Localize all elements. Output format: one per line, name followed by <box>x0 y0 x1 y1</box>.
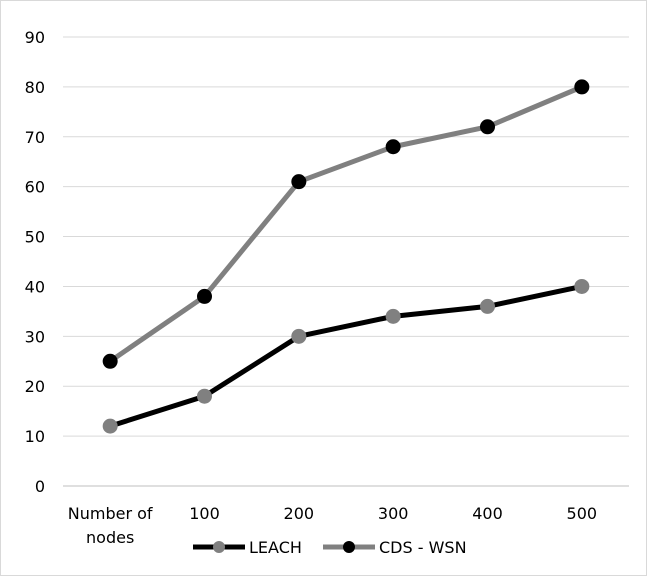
x-tick-label: 500 <box>567 504 598 523</box>
y-tick-label: 90 <box>25 28 45 47</box>
gridlines <box>63 36 629 487</box>
x-tick-label: 300 <box>378 504 409 523</box>
data-point-0-5 <box>574 278 590 294</box>
legend-label: CDS - WSN <box>379 538 467 557</box>
y-tick-label: 30 <box>25 327 45 346</box>
data-point-1-5 <box>574 79 590 95</box>
data-point-0-1 <box>197 388 212 404</box>
y-tick-label: 80 <box>25 78 45 97</box>
legend-swatch-marker <box>343 541 355 553</box>
legend-label: LEACH <box>249 538 302 557</box>
x-tick-label: Number of nodes <box>68 504 153 547</box>
series-line-0 <box>109 283 583 429</box>
y-tick-label: 10 <box>25 427 45 446</box>
y-tick-label: 20 <box>25 377 45 396</box>
data-point-1-4 <box>480 119 495 135</box>
data-point-1-1 <box>197 288 212 304</box>
data-point-0-0 <box>102 418 118 434</box>
y-tick-label: 70 <box>25 128 45 147</box>
legend-swatch-marker <box>213 541 225 553</box>
data-point-1-2 <box>291 174 307 190</box>
y-tick-label: 60 <box>25 178 45 197</box>
data-point-1-3 <box>385 139 401 155</box>
y-tick-label: 40 <box>25 277 45 296</box>
legend: LEACH CDS - WSN <box>193 538 467 557</box>
data-point-1-0 <box>102 353 118 369</box>
series-line-1 <box>108 84 583 364</box>
x-axis-ticks: Number of nodes 100 200 300 400 500 <box>68 504 597 547</box>
x-tick-label: 200 <box>284 504 315 523</box>
x-tick-label: 100 <box>189 504 220 523</box>
y-tick-label: 0 <box>35 477 45 496</box>
x-tick-label: 400 <box>472 504 503 523</box>
data-point-0-2 <box>291 328 307 344</box>
data-point-0-3 <box>385 308 401 324</box>
y-tick-label: 50 <box>25 228 45 247</box>
series-layer <box>102 79 590 434</box>
y-axis-ticks: 0 10 20 30 40 50 60 70 80 90 <box>25 28 45 496</box>
data-point-0-4 <box>480 298 495 314</box>
